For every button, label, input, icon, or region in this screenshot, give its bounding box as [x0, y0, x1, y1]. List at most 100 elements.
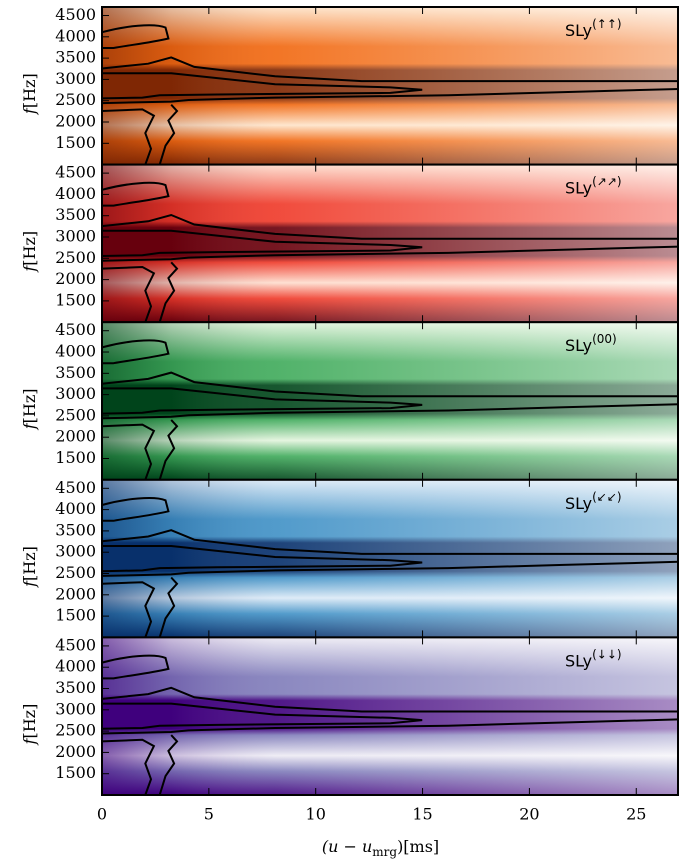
contour-line [101, 24, 170, 49]
heatmap-shade [102, 164, 679, 323]
contour-line [101, 702, 423, 730]
y-tick-label: 2000 [55, 269, 96, 288]
y-axis-unit: [Hz] [20, 231, 39, 266]
panel-label: SLy(↙↙) [565, 489, 622, 512]
y-tick-label: 4500 [55, 320, 96, 339]
contour-line [101, 738, 156, 796]
contour-line [101, 654, 170, 680]
y-tick-label: 3000 [55, 542, 96, 561]
y-tick-label: 4000 [55, 657, 96, 676]
y-tick-label: 3000 [55, 227, 96, 246]
y-axis-unit: [Hz] [20, 73, 39, 108]
y-axis-var: f [20, 578, 39, 588]
y-tick-label: 1500 [55, 448, 96, 467]
contour-line [101, 229, 423, 257]
x-axis-label: (u − umrg)[ms] [322, 837, 439, 859]
heatmap-shade [102, 322, 679, 480]
panel-label-sup: (00) [592, 332, 617, 346]
y-axis-unit: [Hz] [20, 704, 39, 739]
y-axis-var: f [20, 420, 39, 430]
x-tick-label: 0 [97, 805, 107, 824]
contour-line [101, 265, 156, 323]
y-tick-label: 4000 [55, 26, 96, 45]
panel-label-sup: (↓↓) [592, 647, 621, 661]
contour-line [101, 56, 679, 83]
contour-line [158, 576, 179, 638]
contour-line [101, 371, 679, 398]
y-tick-label: 2500 [55, 90, 96, 109]
contour-line [101, 339, 170, 365]
contour-line [101, 245, 679, 262]
x-tick-label: 10 [306, 805, 326, 824]
panel-label-main: SLy [565, 651, 592, 670]
y-tick-label: 3500 [55, 520, 96, 539]
y-axis-label: f[Hz] [20, 704, 39, 746]
y-tick-label: 1500 [55, 763, 96, 782]
panel-label: SLy(↗↗) [565, 174, 622, 197]
y-tick-label: 3500 [55, 363, 96, 382]
contour-line [101, 108, 156, 165]
heatmap-shade [102, 7, 679, 165]
contour-line [101, 213, 679, 240]
panel-label: SLy(↓↓) [565, 647, 622, 670]
y-tick-label: 2500 [55, 405, 96, 424]
y-tick-label: 3000 [55, 699, 96, 718]
heatmap-shade [102, 637, 679, 795]
panel-label-sup: (↙↙) [592, 489, 621, 503]
contour-line [101, 529, 679, 555]
y-tick-label: 3500 [55, 205, 96, 224]
y-tick-label: 1500 [55, 133, 96, 152]
panel: 1500 2000 2500 3000 3500 4000 4500 f[Hz] SLy(↑↑) [20, 5, 679, 166]
y-tick-label: 2000 [55, 742, 96, 761]
heatmap-shade [102, 479, 679, 638]
y-axis-var: f [20, 735, 39, 745]
y-axis-var: f [20, 263, 39, 273]
contour-line [101, 718, 679, 735]
contour-line [158, 104, 179, 165]
contour-line [101, 423, 156, 481]
x-axis-label-sub: mrg [372, 845, 397, 859]
contour-line [101, 560, 679, 577]
contour-line [101, 497, 170, 522]
panel-label: SLy(↑↑) [565, 17, 622, 40]
y-tick-label: 2000 [55, 427, 96, 446]
y-axis-label: f[Hz] [20, 388, 39, 430]
y-tick-label: 3000 [55, 69, 96, 88]
contour-line [158, 734, 179, 796]
contour-line [101, 403, 679, 420]
y-tick-label: 4000 [55, 342, 96, 361]
y-tick-label: 2000 [55, 112, 96, 131]
contour-line [101, 72, 423, 100]
panel-label-main: SLy [565, 21, 592, 40]
y-tick-label: 3500 [55, 48, 96, 67]
panel: 1500 2000 2500 3000 3500 4000 4500 f[Hz] SLy(↙↙) [20, 478, 679, 639]
contour-line [158, 261, 179, 323]
panel-label-main: SLy [565, 178, 592, 197]
y-tick-label: 4000 [55, 499, 96, 518]
y-tick-label: 2000 [55, 584, 96, 603]
y-tick-label: 2500 [55, 721, 96, 740]
y-tick-label: 3000 [55, 384, 96, 403]
y-axis-unit: [Hz] [20, 546, 39, 581]
y-tick-label: 3500 [55, 678, 96, 697]
panel-label-sup: (↗↗) [592, 174, 621, 188]
x-axis-label-tail: )[ms] [397, 837, 439, 856]
x-tick-label: 5 [204, 805, 214, 824]
panel-label: SLy(00) [565, 332, 617, 355]
panel-label-main: SLy [565, 493, 592, 512]
y-tick-label: 4500 [55, 478, 96, 497]
panel-label-main: SLy [565, 336, 592, 355]
contour-line [101, 545, 423, 573]
contour-line [101, 181, 170, 207]
x-tick-label: 25 [626, 805, 646, 824]
y-tick-label: 4500 [55, 635, 96, 654]
y-tick-label: 4500 [55, 5, 96, 24]
y-tick-label: 2500 [55, 563, 96, 582]
contour-line [101, 581, 156, 638]
y-tick-label: 4000 [55, 184, 96, 203]
panel: 1500 2000 2500 3000 3500 4000 4500 0 5 10 15 20 25 f[… [20, 635, 679, 859]
y-tick-label: 1500 [55, 606, 96, 625]
contour-line [158, 419, 179, 481]
